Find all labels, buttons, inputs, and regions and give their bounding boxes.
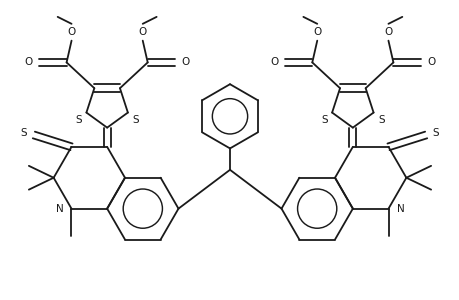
- Text: S: S: [75, 115, 82, 124]
- Text: S: S: [132, 115, 139, 124]
- Text: O: O: [25, 57, 33, 68]
- Text: O: O: [181, 57, 189, 68]
- Text: N: N: [396, 204, 403, 214]
- Text: O: O: [313, 27, 321, 37]
- Text: O: O: [383, 27, 392, 37]
- Text: S: S: [432, 128, 438, 138]
- Text: O: O: [138, 27, 146, 37]
- Text: O: O: [270, 57, 278, 68]
- Text: O: O: [67, 27, 76, 37]
- Text: N: N: [56, 204, 63, 214]
- Text: S: S: [377, 115, 384, 124]
- Text: O: O: [426, 57, 434, 68]
- Text: S: S: [320, 115, 327, 124]
- Text: S: S: [21, 128, 27, 138]
